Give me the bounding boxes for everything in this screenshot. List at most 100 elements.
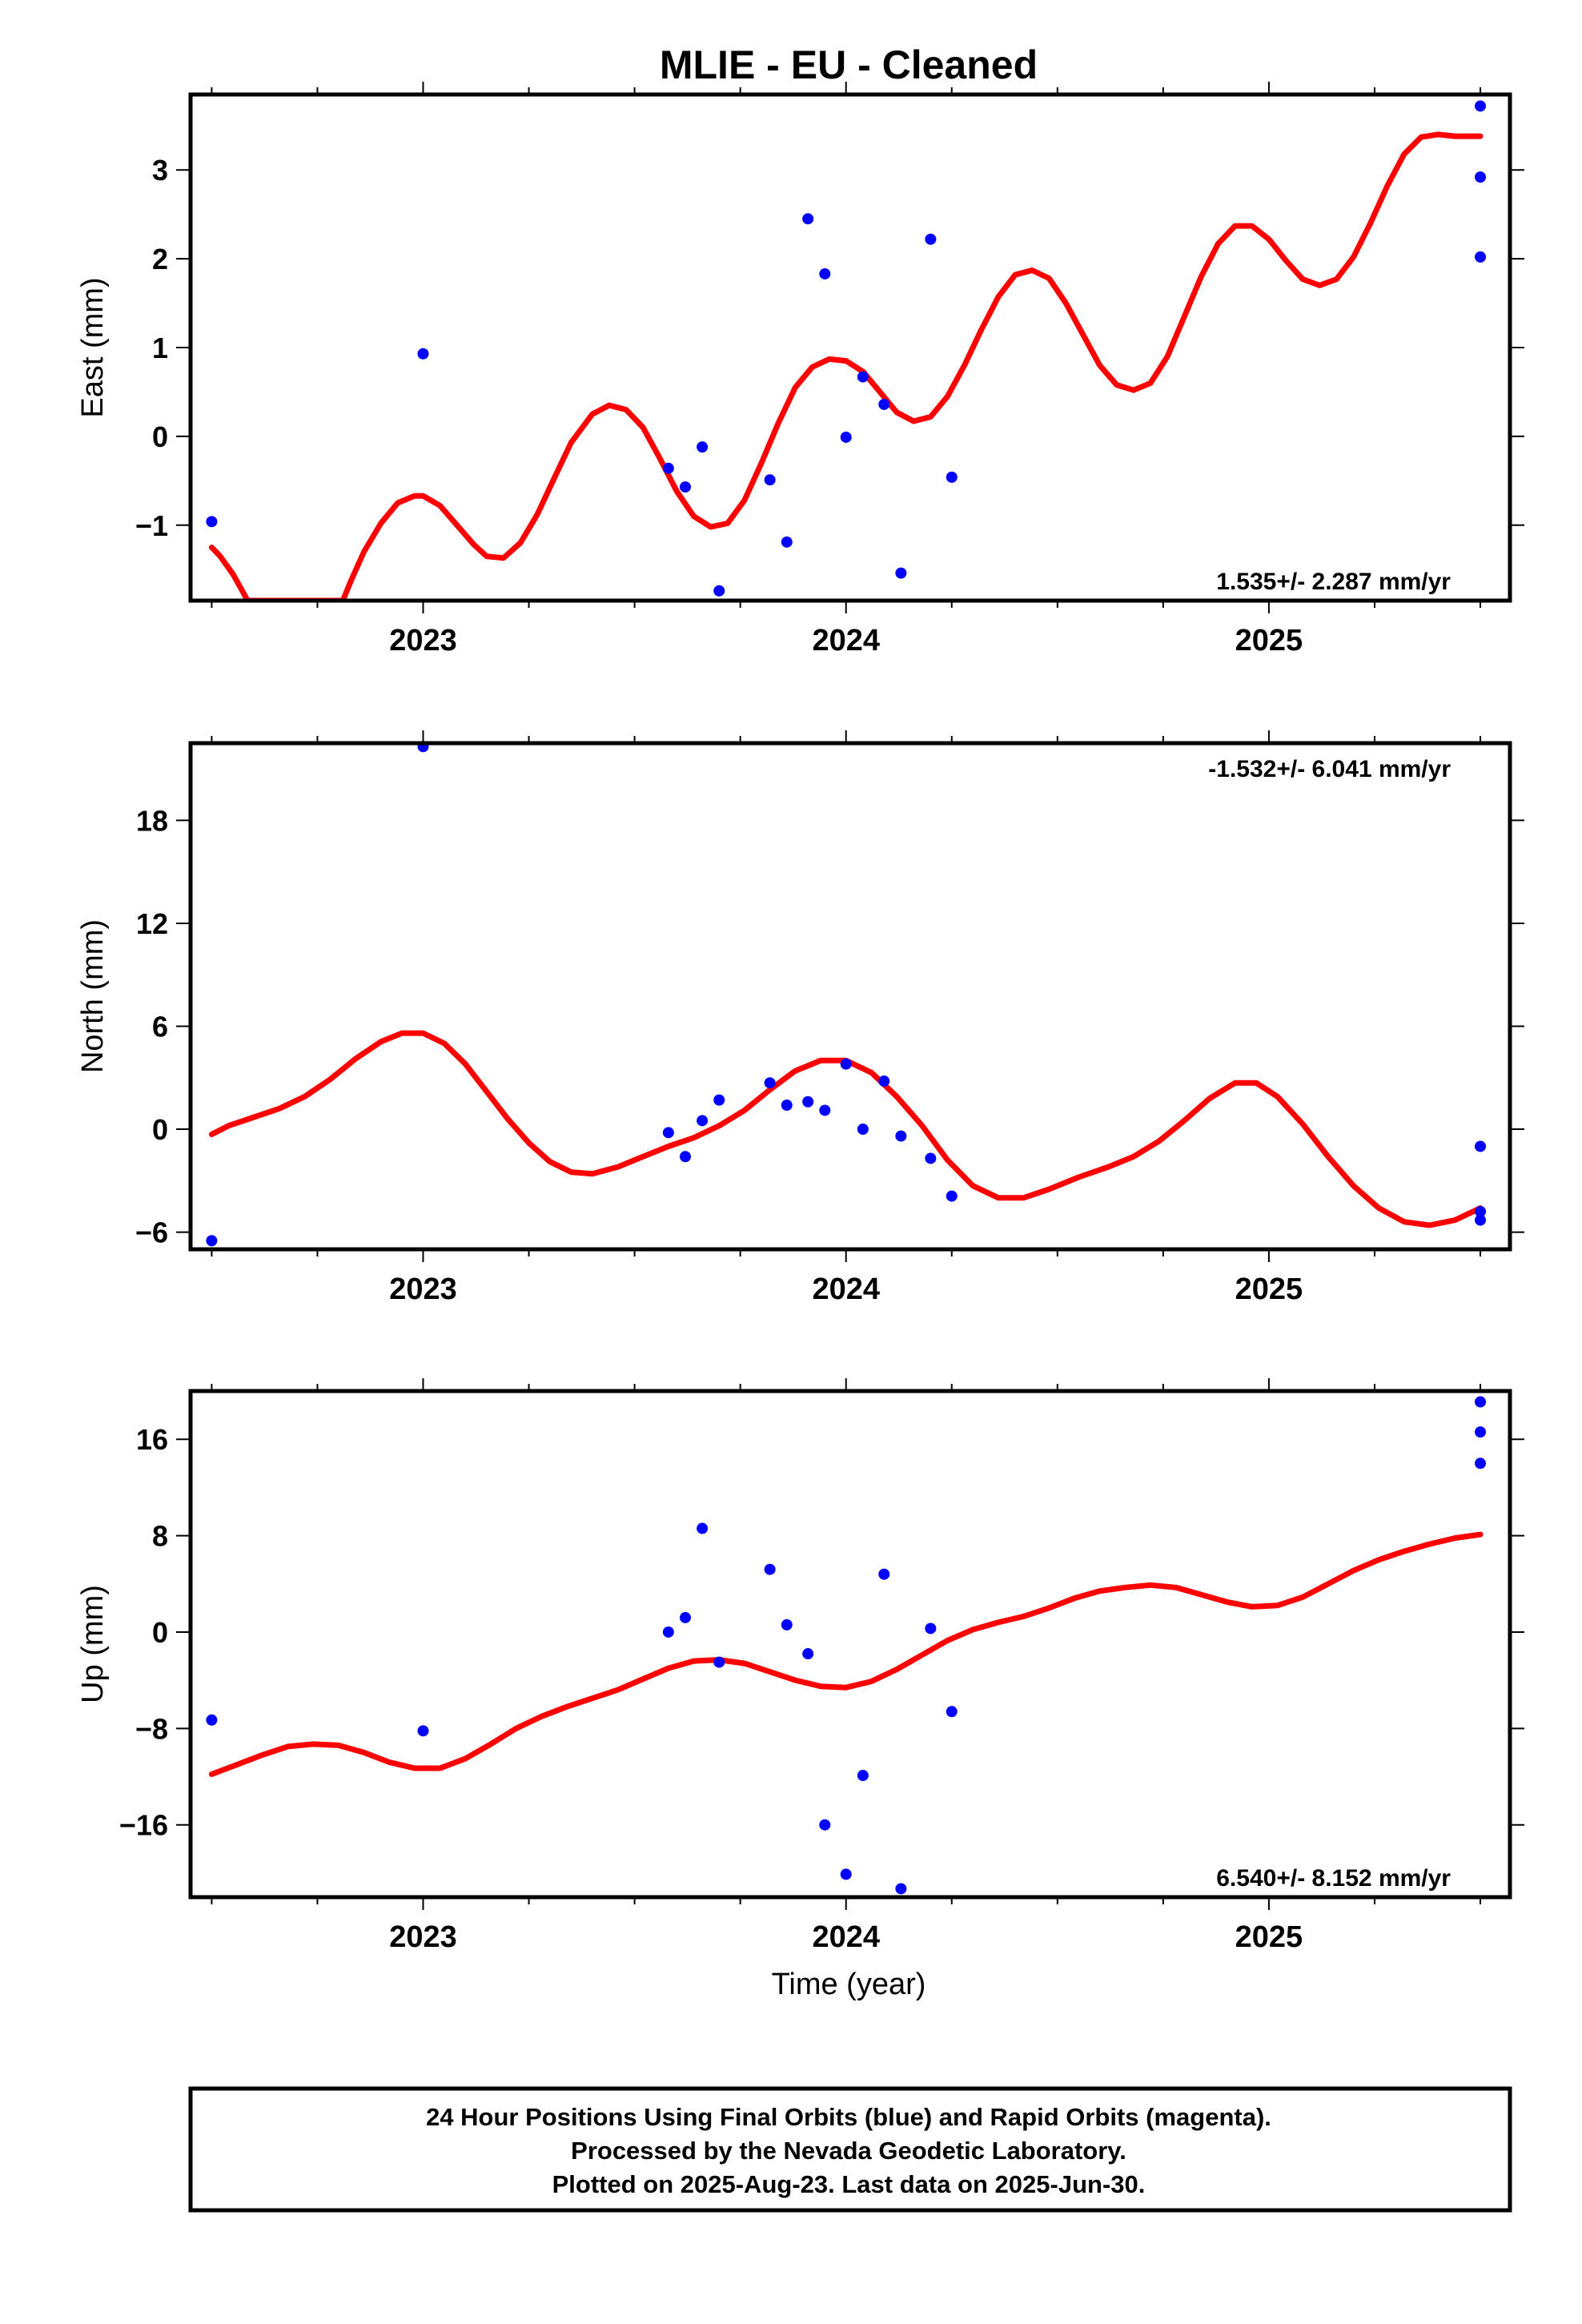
data-point — [781, 1618, 793, 1630]
y-tick-label: 12 — [136, 907, 168, 940]
up-panel: 2023 2024 2025 −16 −8 0 8 16 Up (mm) 6.540+/- 8.1… — [76, 1378, 1524, 1954]
data-point — [1475, 1458, 1487, 1470]
data-point — [1475, 1426, 1487, 1438]
y-tick-label: 0 — [152, 420, 168, 453]
east-panel: 2023 2024 2025 −1 0 1 2 3 East (mm) 1.535+/- 2.28… — [76, 82, 1524, 657]
data-point — [781, 1100, 793, 1112]
data-point — [417, 1725, 429, 1737]
data-point — [1475, 251, 1487, 263]
data-point — [1475, 1140, 1487, 1152]
x-tick-label: 2025 — [1235, 624, 1303, 657]
data-point — [857, 1124, 869, 1136]
x-tick-label: 2024 — [812, 1273, 880, 1306]
data-point — [697, 441, 709, 453]
data-point — [697, 1522, 709, 1534]
data-point — [1475, 171, 1487, 183]
data-point — [764, 1563, 776, 1575]
data-point — [1475, 1396, 1487, 1408]
data-point — [819, 1819, 831, 1831]
fit-curve — [208, 131, 1484, 601]
data-point — [697, 1115, 709, 1127]
footer-line-3: Plotted on 2025-Aug-23. Last data on 202… — [552, 2170, 1146, 2198]
x-tick-label: 2023 — [389, 624, 457, 657]
data-point — [802, 1648, 814, 1660]
y-tick-label: 0 — [152, 1616, 168, 1649]
footer-box — [188, 2086, 1512, 2213]
data-point — [713, 1094, 725, 1106]
data-point — [840, 1058, 852, 1070]
data-point — [206, 516, 218, 528]
data-point — [925, 1622, 937, 1634]
data-point — [946, 1706, 958, 1718]
x-tick-label: 2024 — [812, 1920, 880, 1954]
y-tick-label: 16 — [136, 1423, 168, 1456]
data-point — [802, 1096, 814, 1108]
data-point — [895, 1130, 907, 1142]
data-point — [662, 462, 674, 474]
data-point — [840, 1868, 852, 1880]
x-tick-label: 2023 — [389, 1273, 457, 1306]
data-point — [781, 536, 793, 548]
chart-title: MLIE - EU - Cleaned — [660, 42, 1038, 87]
fit-curve — [208, 1030, 1484, 1228]
y-tick-label: 8 — [152, 1520, 168, 1553]
data-point — [662, 1626, 674, 1638]
y-axis-label: Up (mm) — [76, 1585, 110, 1703]
data-point — [878, 1568, 890, 1580]
y-axis-label: East (mm) — [76, 277, 110, 417]
x-tick-label: 2024 — [812, 624, 880, 657]
velocity-rate-label: 6.540+/- 8.152 mm/yr — [1216, 1865, 1451, 1892]
data-point — [819, 267, 831, 279]
data-point — [764, 1077, 776, 1089]
data-point — [802, 213, 814, 225]
velocity-rate-label: 1.535+/- 2.287 mm/yr — [1216, 569, 1451, 595]
data-point — [857, 1770, 869, 1782]
data-point — [713, 585, 725, 597]
x-axis-label: Time (year) — [772, 1968, 926, 2001]
data-point — [819, 1104, 831, 1116]
data-point — [1475, 1205, 1487, 1217]
y-tick-label: 2 — [152, 243, 168, 275]
data-point — [1475, 100, 1487, 112]
y-tick-label: 1 — [152, 332, 168, 364]
y-tick-label: −6 — [135, 1216, 168, 1249]
data-point — [1475, 1214, 1487, 1226]
panel-frame — [188, 1389, 1512, 1900]
y-tick-label: 3 — [152, 154, 168, 187]
velocity-rate-label: -1.532+/- 6.041 mm/yr — [1208, 756, 1451, 782]
panel-frame — [188, 741, 1512, 1252]
y-tick-label: 6 — [152, 1010, 168, 1043]
data-point — [680, 1151, 691, 1163]
data-point — [764, 474, 776, 486]
footer-line-1: 24 Hour Positions Using Final Orbits (bl… — [426, 2103, 1271, 2131]
data-point — [680, 1611, 691, 1623]
data-point — [680, 481, 691, 493]
y-tick-label: 0 — [152, 1113, 168, 1146]
data-point — [925, 1152, 937, 1164]
data-point — [206, 1235, 218, 1247]
x-tick-label: 2023 — [389, 1920, 457, 1954]
data-point — [895, 1883, 907, 1895]
data-point — [840, 431, 852, 443]
data-point — [662, 1127, 674, 1139]
data-point — [946, 471, 958, 483]
y-tick-label: 18 — [136, 804, 168, 837]
north-panel: 2023 2024 2025 −6 0 6 12 18 North (mm) -1.532+/- … — [76, 730, 1524, 1306]
y-tick-label: −1 — [135, 509, 168, 542]
data-point — [417, 348, 429, 360]
data-point — [878, 1076, 890, 1088]
x-tick-label: 2025 — [1235, 1920, 1303, 1954]
data-point — [206, 1714, 218, 1726]
data-point — [713, 1656, 725, 1668]
y-tick-label: −8 — [135, 1712, 168, 1745]
data-point — [925, 233, 937, 245]
y-axis-label: North (mm) — [76, 919, 110, 1073]
data-point — [857, 371, 869, 383]
data-point — [946, 1190, 958, 1202]
x-tick-label: 2025 — [1235, 1273, 1303, 1306]
data-point — [895, 567, 907, 579]
fit-curve — [208, 1531, 1484, 1777]
footer-line-2: Processed by the Nevada Geodetic Laborat… — [571, 2137, 1126, 2165]
panel-frame — [188, 92, 1512, 603]
